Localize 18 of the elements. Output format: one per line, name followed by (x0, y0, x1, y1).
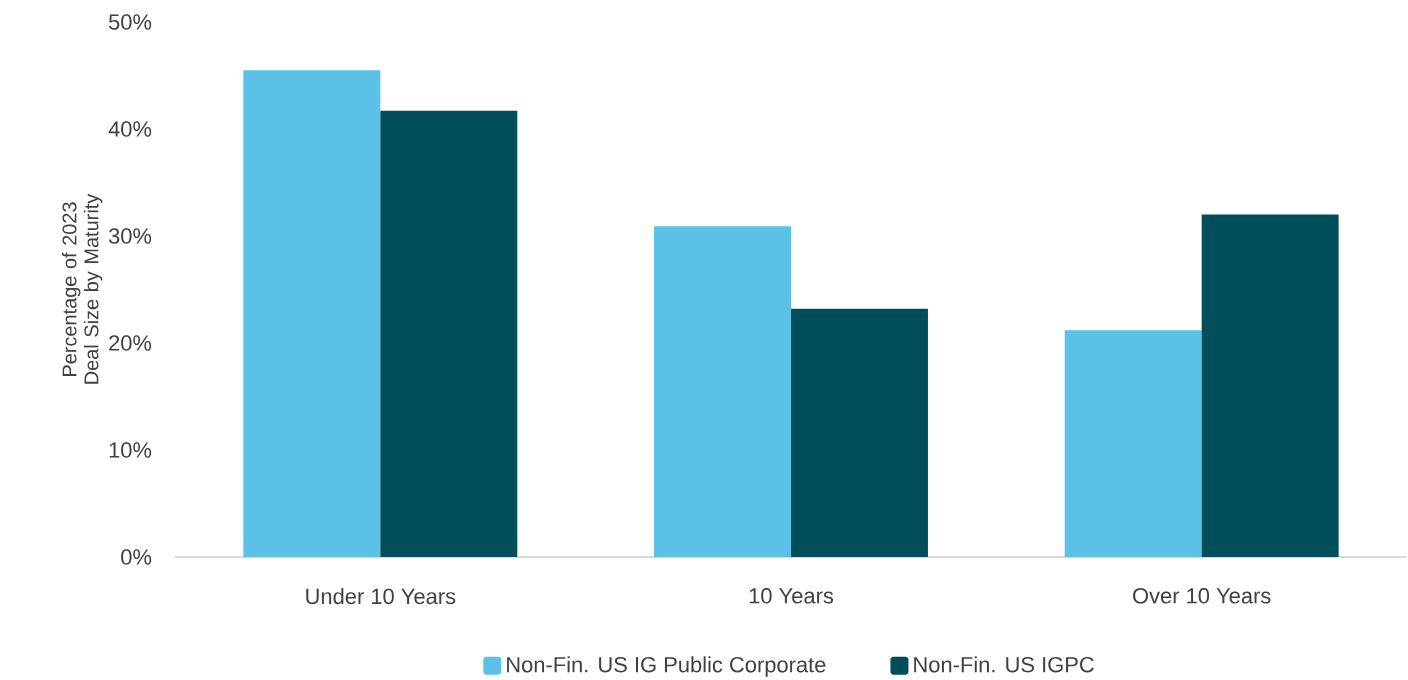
y-tick-label: 40% (108, 121, 152, 137)
y-tick-label: 20% (109, 335, 152, 351)
bar (791, 308, 928, 557)
legend-label: Non-Fin. US IGPC (914, 656, 1094, 673)
y-axis-title: Percentage of 2023 Deal Size by Maturity (61, 193, 103, 384)
y-tick-label: 10% (109, 442, 152, 458)
y-tick-label: 30% (108, 228, 152, 244)
bar (1201, 214, 1339, 557)
x-tick-label: Under 10 Years (306, 588, 456, 605)
legend-label: Non-Fin. US IG Public Corporate (507, 656, 826, 677)
x-tick-label: Over 10 Years (1133, 588, 1271, 604)
y-tick-label: 50% (108, 14, 152, 30)
bar (654, 226, 792, 557)
bar (380, 110, 518, 557)
y-tick-label: 0% (121, 549, 152, 565)
bar (243, 70, 381, 557)
bar (1064, 330, 1202, 557)
x-tick-label: 10 Years (749, 588, 834, 604)
